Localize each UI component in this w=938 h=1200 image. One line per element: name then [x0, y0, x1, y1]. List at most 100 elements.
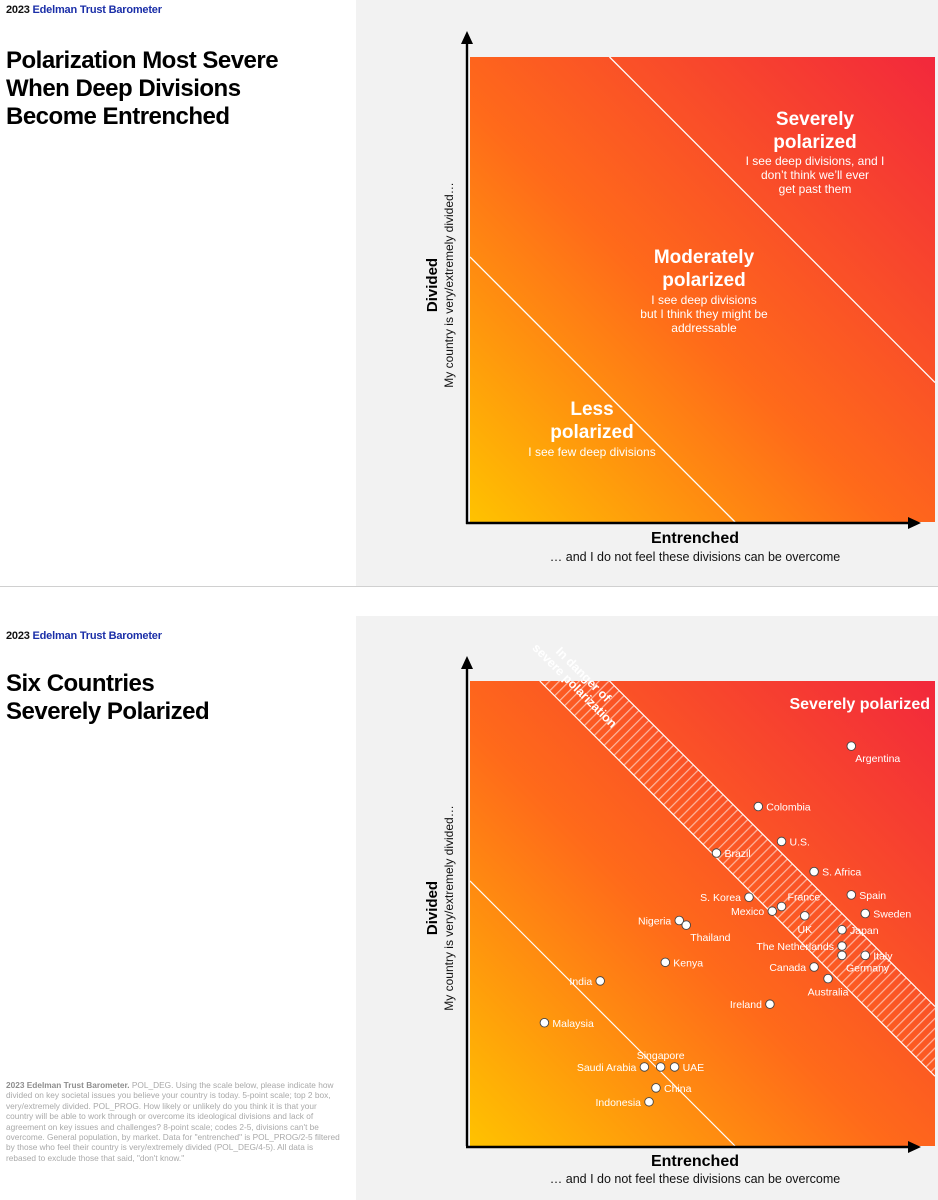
chart-plot-area: [470, 57, 935, 522]
zone-moderate-desc-line-1: I see deep divisions: [651, 293, 757, 307]
label-s-africa: S. Africa: [822, 867, 861, 879]
point-brazil: [711, 848, 722, 858]
label-canada: Canada: [769, 962, 806, 974]
point-singapore: [655, 1062, 666, 1072]
zone-less-title-line-1: Less: [570, 399, 614, 420]
severe-zone-label: Severely polarized: [789, 696, 930, 713]
point-germany: [837, 950, 847, 961]
chart-plot-area: [470, 681, 935, 1146]
label-china: China: [664, 1083, 692, 1095]
x-axis-sublabel: … and I do not feel these divisions can …: [549, 1172, 841, 1186]
label-australia: Australia: [808, 987, 849, 999]
slide-2: 2023 Edelman Trust Barometer Six Countri…: [0, 616, 938, 1200]
point-indonesia: [644, 1097, 654, 1107]
label-singapore: Singapore: [637, 1050, 685, 1062]
x-axis-label: Entrenched: [650, 1153, 739, 1170]
zone-severe-desc-line-1: I see deep divisions, and I: [745, 154, 885, 168]
brand-header: 2023 Edelman Trust Barometer: [6, 630, 162, 642]
label-germany: Germany: [846, 962, 890, 974]
label-italy: Italy: [873, 950, 893, 962]
point-ireland: [765, 999, 775, 1009]
zone-moderate-description: I see deep divisions but I think they mi…: [604, 293, 804, 335]
zone-boundary-line-2: [539, 680, 936, 1077]
label-uae: UAE: [683, 1062, 705, 1074]
point-italy: [860, 950, 871, 961]
country-polarization-scatter: Argentina Colombia U.S. Brazil S. Africa Spai…: [461, 641, 936, 1153]
y-axis-arrow-icon: [461, 656, 473, 669]
zone-boundary-line-2: [609, 56, 936, 383]
zone-severe-title: Severely polarized: [715, 108, 915, 154]
point-spain: [846, 890, 857, 900]
label-colombia: Colombia: [766, 802, 811, 814]
zone-severe-title-line-2: polarized: [773, 132, 857, 153]
zone-boundary-line-1: [469, 880, 736, 1147]
label-france: France: [788, 892, 821, 904]
label-kenya: Kenya: [673, 957, 703, 969]
label-japan: Japan: [850, 925, 879, 937]
label-india: India: [569, 976, 592, 988]
slide-separator: [0, 586, 938, 617]
zone-moderate-title-line-1: Moderately: [653, 247, 755, 268]
zone-moderate-title: Moderately polarized: [604, 246, 804, 292]
point-mexico: [767, 906, 778, 916]
point-kenya: [660, 957, 671, 968]
label-ireland: Ireland: [730, 999, 762, 1011]
source-footnote: 2023 Edelman Trust Barometer. POL_DEG. U…: [6, 1080, 342, 1163]
title-line-1: Polarization Most Severe: [6, 47, 279, 74]
label-spain: Spain: [859, 890, 886, 902]
point-sweden: [860, 908, 871, 919]
point-argentina: [846, 741, 857, 751]
y-axis-label: Divided: [424, 880, 441, 936]
y-axis-sublabel: My country is very/extremely divided…: [442, 805, 456, 1011]
polarization-zones-chart: [461, 31, 936, 529]
label-argentina: Argentina: [855, 753, 900, 765]
point-uk: [800, 911, 810, 921]
brand-year: 2023: [6, 630, 30, 642]
title-line-2: When Deep Divisions: [6, 75, 241, 102]
label-the-netherlands: The Netherlands: [756, 941, 834, 953]
label-nigeria: Nigeria: [638, 915, 671, 927]
point-nigeria: [674, 915, 685, 926]
y-axis-sublabel: My country is very/extremely divided…: [442, 182, 456, 388]
brand-name: Edelman Trust Barometer: [32, 4, 162, 16]
zone-moderate-desc-line-2: but I think they might be: [640, 307, 768, 321]
label-malaysia: Malaysia: [552, 1018, 594, 1030]
label-saudi-arabia: Saudi Arabia: [577, 1062, 637, 1074]
point-india: [595, 976, 605, 986]
zone-less-title-line-2: polarized: [550, 422, 634, 443]
x-axis-label: Entrenched: [650, 530, 739, 547]
point-australia: [823, 973, 833, 984]
point-s-korea: [744, 892, 754, 902]
title-line-2: Severely Polarized: [6, 698, 210, 725]
label-indonesia: Indonesia: [595, 1097, 641, 1109]
point-saudi-arabia: [639, 1062, 650, 1072]
zone-severe-desc-line-2: don’t think we’ll ever: [760, 168, 870, 182]
point-the-netherlands: [837, 941, 847, 951]
zone-severe-description: I see deep divisions, and I don’t think …: [715, 154, 915, 196]
zone-less-desc-line-1: I see few deep divisions: [528, 445, 656, 459]
page-title: Six Countries Severely Polarized: [6, 670, 210, 726]
zone-moderate-desc-line-3: addressable: [671, 321, 737, 335]
title-line-1: Six Countries: [6, 670, 155, 697]
zone-less-title: Less polarized: [492, 398, 692, 444]
label-brazil: Brazil: [724, 848, 750, 860]
x-axis-arrow-icon: [908, 517, 921, 529]
footnote-text: POL_DEG. Using the scale below, please i…: [6, 1080, 340, 1163]
point-malaysia: [539, 1018, 550, 1028]
label-u-s: U.S.: [790, 836, 810, 848]
label-sweden: Sweden: [873, 909, 911, 921]
point-colombia: [753, 801, 764, 812]
zone-less-description: I see few deep divisions: [492, 445, 692, 459]
label-uk: UK: [798, 924, 813, 936]
footnote-source: 2023 Edelman Trust Barometer.: [6, 1080, 130, 1090]
point-canada: [809, 962, 819, 972]
brand-header: 2023 Edelman Trust Barometer: [6, 4, 162, 16]
label-mexico: Mexico: [731, 906, 764, 918]
zone-boundary-line-1: [469, 256, 736, 523]
point-china: [651, 1083, 661, 1093]
point-france: [776, 901, 787, 912]
y-axis-arrow-icon: [461, 31, 473, 44]
point-thailand: [681, 920, 691, 930]
label-thailand: Thailand: [690, 932, 730, 944]
page-title: Polarization Most Severe When Deep Divis…: [6, 47, 279, 131]
